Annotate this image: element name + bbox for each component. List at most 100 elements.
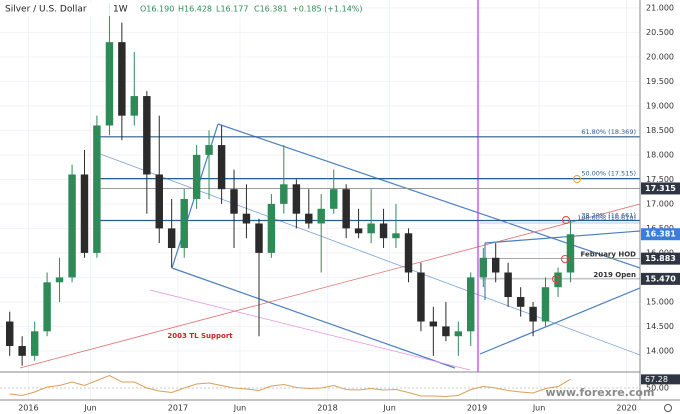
x-tick-label: Jun	[233, 404, 247, 413]
marker-circle	[573, 175, 581, 183]
candle-body	[479, 257, 488, 278]
y-tick-label: 19.000	[646, 101, 674, 110]
tl-2003	[19, 203, 641, 369]
osc-line	[9, 374, 571, 398]
y-tick-label: 17.000	[646, 199, 674, 208]
pink-line	[149, 289, 471, 371]
candle-body	[242, 213, 251, 224]
candle-body	[93, 125, 101, 253]
settings-icon[interactable]	[664, 404, 672, 412]
candle-body	[529, 306, 537, 322]
header: Silver / U.S. Dollar 1W O16.190 H16.428 L16.…	[0, 2, 363, 16]
candle-body	[367, 223, 375, 234]
y-tick-label: 21.000	[646, 3, 674, 12]
symbol: Silver / U.S. Dollar	[5, 5, 87, 15]
annotation: 2003 TL Support	[167, 332, 233, 340]
candle-body	[155, 174, 163, 229]
x-tick-label: 2018	[317, 404, 337, 413]
candle-body	[342, 189, 350, 229]
price-badge	[641, 272, 680, 285]
interval: 1W	[113, 5, 128, 15]
candle-body	[280, 184, 288, 204]
candle-body	[417, 272, 425, 322]
marker-circle	[552, 275, 560, 283]
candle-body	[442, 326, 450, 337]
candle-body	[491, 257, 500, 273]
candle-body	[379, 223, 388, 239]
candle-body	[467, 277, 475, 332]
candle-body	[429, 321, 438, 327]
channel-lower	[171, 267, 456, 369]
change: +0.185 (+1.14%)	[292, 5, 363, 14]
ohlc-value: H16.428	[178, 5, 212, 14]
candle-body	[292, 184, 301, 214]
x-tick-label: Jun	[83, 404, 97, 413]
price-badge	[641, 182, 680, 195]
candle-body	[217, 145, 226, 190]
y-tick-label: 20.000	[646, 52, 674, 61]
candle-body	[118, 42, 126, 116]
price-badge	[641, 228, 680, 241]
candle-body	[5, 321, 14, 347]
osc-tick-label: 50.00	[646, 384, 669, 393]
candle-body	[267, 203, 276, 253]
price-badge-label: 17.315	[645, 184, 676, 193]
markers	[552, 175, 581, 283]
fib-label: 50.00% (17.515)	[581, 170, 636, 178]
fib-label: 38.20% (16.661)	[581, 212, 636, 220]
watermark: www.forexre.com	[546, 386, 655, 399]
candle-body	[205, 145, 213, 155]
y-tick-label: 20.500	[646, 28, 674, 37]
price-badge-label: 15.470	[645, 274, 676, 283]
annotation: 2019 Open	[593, 271, 636, 279]
y-tick-label: 18.500	[646, 126, 674, 135]
candle-body	[105, 42, 114, 126]
x-tick-label: 2019	[467, 404, 487, 413]
candle-body	[541, 287, 550, 322]
rising-upper	[484, 230, 641, 244]
candle-body	[255, 223, 263, 253]
x-tick-label: Jun	[382, 404, 396, 413]
candle-body	[230, 189, 238, 214]
x-tick-label: 2017	[168, 404, 188, 413]
candle-body	[130, 96, 139, 116]
candle-body	[404, 233, 413, 273]
y-tick-label: 17.500	[646, 175, 674, 184]
price-badge	[641, 252, 680, 265]
candle-body	[454, 331, 463, 337]
y-tick-label: 19.500	[646, 77, 674, 86]
candle-body	[392, 233, 400, 239]
candle-body	[80, 174, 89, 253]
candle-body	[143, 96, 151, 175]
candle-body	[317, 208, 325, 224]
y-tick-label: 14.000	[646, 346, 674, 355]
candle-body	[30, 331, 39, 356]
y-tick-label: 14.500	[646, 322, 674, 331]
fib-label: 61.80% (18.369)	[581, 128, 636, 136]
candle-body	[516, 297, 525, 307]
y-tick-label: 18.000	[646, 150, 674, 159]
annotation: February HOD	[581, 251, 637, 259]
levels: 61.80% (18.369) 50.00% (17.515) 38.20% (16…	[100, 128, 640, 280]
ohlc-value: C16.381	[254, 5, 288, 14]
candle-body	[18, 346, 26, 356]
price-badge-label: 16.381	[645, 230, 676, 239]
candle-body	[566, 234, 575, 273]
x-tick-label: 2016	[18, 404, 38, 413]
ohlc-value: L16.177	[216, 5, 248, 14]
candle-body	[55, 277, 64, 283]
candle-body	[305, 213, 313, 224]
candle-body	[354, 228, 363, 234]
candle-body	[180, 198, 188, 248]
marker-circle	[562, 216, 570, 224]
y-tick-label: 15.000	[646, 297, 674, 306]
candle-body	[43, 282, 51, 332]
candle-body	[167, 228, 176, 248]
candle-body	[68, 174, 76, 278]
header-bg	[0, 2, 340, 16]
fib-label: 100.00% (16.610)	[577, 214, 636, 222]
candle-body	[330, 189, 338, 209]
